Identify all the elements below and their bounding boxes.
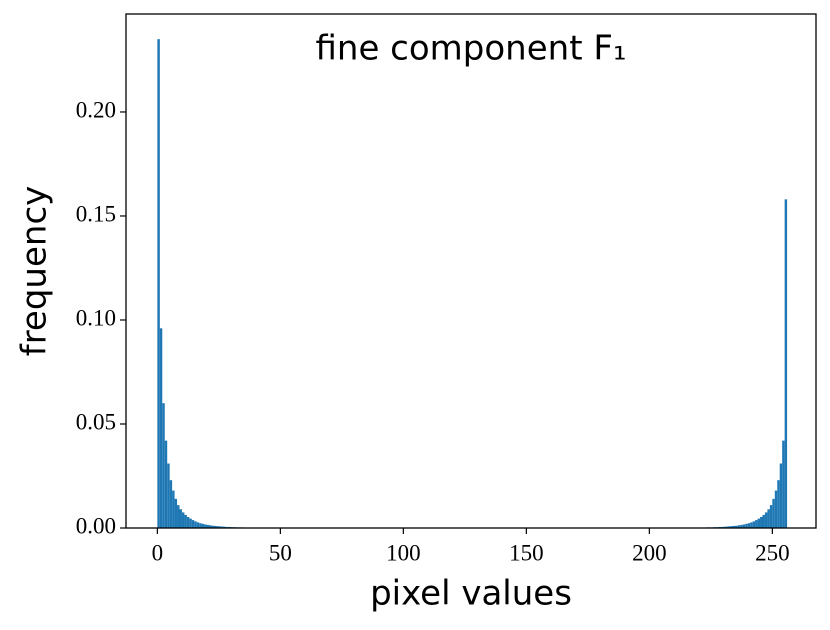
bar	[745, 523, 748, 528]
bar	[159, 328, 163, 528]
bar	[760, 516, 763, 528]
bar	[169, 480, 173, 528]
bar	[777, 480, 780, 528]
bar	[742, 524, 746, 528]
bar	[737, 525, 741, 528]
bar	[769, 505, 773, 528]
bar	[218, 526, 222, 528]
x-tick-label: 250	[755, 540, 790, 565]
y-tick-label: 0.15	[76, 201, 116, 226]
bar	[204, 524, 207, 528]
bar	[179, 509, 182, 528]
x-tick-label: 200	[632, 540, 667, 565]
bar	[164, 440, 168, 528]
bar	[725, 526, 729, 528]
bar	[184, 514, 187, 528]
bar	[735, 525, 738, 528]
bar	[177, 505, 180, 528]
bar	[172, 490, 175, 528]
bar	[191, 520, 195, 528]
bar	[779, 463, 783, 528]
bar	[782, 440, 785, 528]
chart-title: fine component F₁	[315, 29, 626, 69]
bar	[752, 521, 756, 528]
x-tick-label: 0	[152, 540, 164, 565]
bar	[755, 520, 758, 528]
x-tick-label: 150	[509, 540, 544, 565]
bar	[209, 525, 212, 528]
plot-frame	[125, 13, 817, 529]
bar	[186, 516, 190, 528]
y-tick-label: 0.05	[76, 409, 116, 434]
bar	[772, 498, 775, 528]
bar	[784, 199, 788, 528]
bar	[757, 518, 761, 528]
bar	[206, 524, 210, 528]
bar	[167, 463, 170, 528]
bar	[189, 518, 192, 528]
bar	[762, 514, 765, 528]
bar	[157, 39, 160, 529]
bar	[181, 512, 185, 528]
bar	[211, 525, 214, 528]
y-tick-label: 0.00	[76, 513, 116, 538]
bar	[730, 526, 733, 528]
bar	[740, 524, 743, 528]
x-axis-label: pixel values	[370, 574, 572, 614]
bar	[213, 525, 217, 528]
y-axis-label: frequency	[15, 186, 55, 357]
bar	[732, 525, 736, 528]
bar	[199, 523, 202, 528]
y-tick-label: 0.20	[76, 97, 116, 122]
y-tick-label: 0.10	[76, 305, 116, 330]
bar	[194, 521, 197, 528]
bar	[750, 522, 753, 528]
bar	[162, 403, 165, 528]
bar	[174, 498, 178, 528]
bar	[728, 526, 731, 528]
x-tick-label: 50	[269, 540, 292, 565]
bar	[774, 490, 778, 528]
bar	[216, 526, 219, 528]
bar	[747, 523, 751, 528]
bar	[764, 512, 768, 528]
bar	[201, 523, 205, 528]
bar	[196, 522, 200, 528]
bar	[221, 526, 224, 528]
bar	[767, 509, 770, 528]
x-tick-label: 100	[386, 540, 421, 565]
